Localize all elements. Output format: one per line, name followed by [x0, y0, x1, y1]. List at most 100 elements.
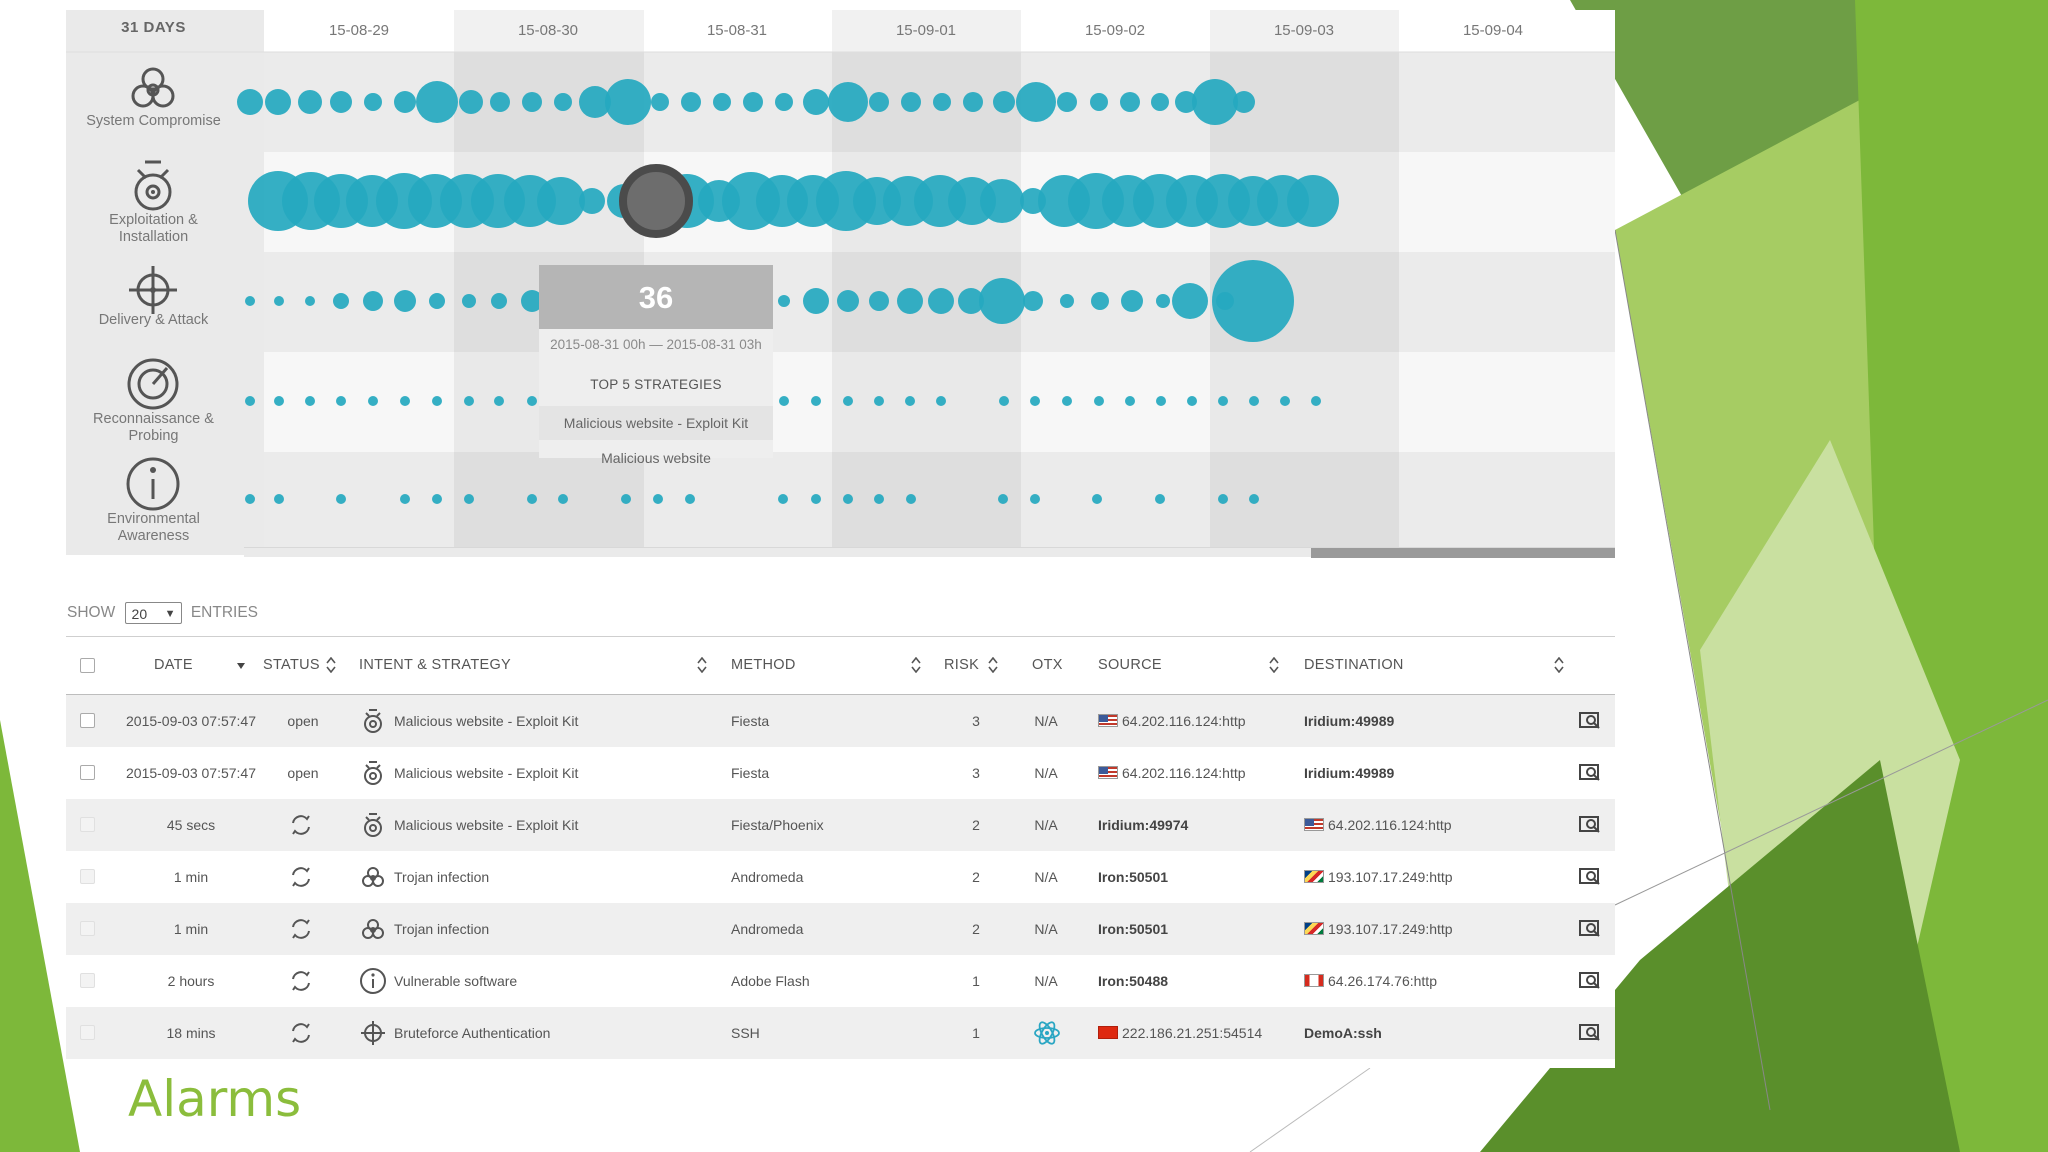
- event-bubble[interactable]: [265, 89, 291, 115]
- row-checkbox[interactable]: [80, 713, 95, 728]
- event-bubble[interactable]: [491, 293, 507, 309]
- event-bubble[interactable]: [237, 89, 263, 115]
- row-intent[interactable]: Malicious website - Exploit Kit: [394, 713, 579, 729]
- event-bubble[interactable]: [980, 179, 1024, 223]
- event-bubble[interactable]: [400, 494, 410, 504]
- inspect-icon[interactable]: [1576, 1019, 1604, 1047]
- event-bubble[interactable]: [811, 396, 821, 406]
- event-bubble[interactable]: [522, 92, 542, 112]
- event-bubble[interactable]: [1120, 92, 1140, 112]
- event-bubble[interactable]: [400, 396, 410, 406]
- event-bubble[interactable]: [958, 288, 984, 314]
- event-bubble[interactable]: [874, 494, 884, 504]
- table-row[interactable]: 1 min Trojan infection Andromeda 2 N/A Iron:5…: [66, 903, 1615, 955]
- event-bubble[interactable]: [537, 177, 585, 225]
- event-bubble[interactable]: [869, 92, 889, 112]
- event-bubble[interactable]: [305, 396, 315, 406]
- event-bubble[interactable]: [274, 396, 284, 406]
- row-destination[interactable]: DemoA:ssh: [1304, 1007, 1382, 1059]
- event-bubble[interactable]: [274, 494, 284, 504]
- event-bubble[interactable]: [298, 90, 322, 114]
- row-source[interactable]: 222.186.21.251:54514: [1098, 1007, 1262, 1059]
- event-bubble[interactable]: [843, 396, 853, 406]
- row-checkbox[interactable]: [80, 765, 95, 780]
- event-bubble[interactable]: [429, 293, 445, 309]
- event-bubble[interactable]: [432, 494, 442, 504]
- event-bubble[interactable]: [963, 92, 983, 112]
- event-bubble[interactable]: [1175, 91, 1197, 113]
- inspect-icon[interactable]: [1576, 759, 1604, 787]
- event-bubble[interactable]: [621, 494, 631, 504]
- row-checkbox[interactable]: [80, 1025, 95, 1040]
- inspect-icon[interactable]: [1576, 863, 1604, 891]
- event-bubble[interactable]: [778, 295, 790, 307]
- inspect-icon[interactable]: [1576, 811, 1604, 839]
- event-bubble[interactable]: [494, 396, 504, 406]
- event-bubble[interactable]: [364, 93, 382, 111]
- event-bubble[interactable]: [490, 92, 510, 112]
- column-otx[interactable]: OTX: [1032, 657, 1063, 673]
- sort-desc-icon[interactable]: [236, 657, 246, 673]
- row-checkbox[interactable]: [80, 973, 95, 988]
- row-destination[interactable]: 193.107.17.249:http: [1304, 903, 1453, 955]
- event-bubble[interactable]: [464, 494, 474, 504]
- sort-icon[interactable]: [326, 657, 336, 673]
- event-bubble[interactable]: [1192, 79, 1238, 125]
- event-bubble[interactable]: [521, 290, 543, 312]
- inspect-icon[interactable]: [1576, 915, 1604, 943]
- event-bubble[interactable]: [1172, 283, 1208, 319]
- event-bubble[interactable]: [936, 396, 946, 406]
- row-checkbox[interactable]: [80, 817, 95, 832]
- tooltip-strategy[interactable]: Malicious website: [601, 450, 711, 466]
- column-date[interactable]: DATE: [154, 657, 193, 673]
- event-bubble[interactable]: [305, 296, 315, 306]
- event-bubble[interactable]: [336, 494, 346, 504]
- event-bubble[interactable]: [901, 92, 921, 112]
- event-bubble[interactable]: [1030, 396, 1040, 406]
- row-intent[interactable]: Malicious website - Exploit Kit: [394, 765, 579, 781]
- event-bubble[interactable]: [778, 494, 788, 504]
- event-bubble[interactable]: [803, 288, 829, 314]
- event-bubble[interactable]: [1125, 396, 1135, 406]
- event-bubble[interactable]: [869, 291, 889, 311]
- event-bubble[interactable]: [1092, 494, 1102, 504]
- selected-bubble[interactable]: [619, 164, 693, 238]
- event-bubble[interactable]: [245, 396, 255, 406]
- atom-icon[interactable]: [1033, 1019, 1061, 1047]
- event-bubble[interactable]: [1121, 290, 1143, 312]
- event-bubble[interactable]: [554, 93, 572, 111]
- event-bubble[interactable]: [1023, 291, 1043, 311]
- event-bubble[interactable]: [993, 91, 1015, 113]
- event-bubble[interactable]: [1156, 294, 1170, 308]
- row-checkbox[interactable]: [80, 921, 95, 936]
- event-bubble[interactable]: [1151, 93, 1169, 111]
- event-bubble[interactable]: [713, 93, 731, 111]
- row-source[interactable]: Iridium:49974: [1098, 799, 1188, 851]
- event-bubble[interactable]: [928, 288, 954, 314]
- event-bubble[interactable]: [1155, 494, 1165, 504]
- event-bubble[interactable]: [651, 93, 669, 111]
- event-bubble[interactable]: [1311, 396, 1321, 406]
- row-destination[interactable]: 64.26.174.76:http: [1304, 955, 1437, 1007]
- event-bubble[interactable]: [1218, 396, 1228, 406]
- event-bubble[interactable]: [1233, 91, 1255, 113]
- event-bubble[interactable]: [837, 290, 859, 312]
- sort-icon[interactable]: [1269, 657, 1279, 673]
- event-bubble[interactable]: [1280, 396, 1290, 406]
- row-destination[interactable]: 193.107.17.249:http: [1304, 851, 1453, 903]
- table-row[interactable]: 1 min Trojan infection Andromeda 2 N/A Iron:5…: [66, 851, 1615, 903]
- row-source[interactable]: Iron:50501: [1098, 851, 1168, 903]
- event-bubble[interactable]: [811, 494, 821, 504]
- column-destination[interactable]: DESTINATION: [1304, 657, 1404, 673]
- range-label[interactable]: 31 DAYS: [121, 19, 186, 36]
- event-bubble[interactable]: [368, 396, 378, 406]
- row-intent[interactable]: Trojan infection: [394, 869, 490, 885]
- event-bubble[interactable]: [527, 494, 537, 504]
- column-intent[interactable]: INTENT & STRATEGY: [359, 657, 511, 673]
- event-bubble[interactable]: [653, 494, 663, 504]
- event-bubble[interactable]: [906, 494, 916, 504]
- inspect-icon[interactable]: [1576, 967, 1604, 995]
- row-source[interactable]: Iron:50488: [1098, 955, 1168, 1007]
- column-status[interactable]: STATUS: [263, 657, 320, 673]
- event-bubble[interactable]: [1057, 92, 1077, 112]
